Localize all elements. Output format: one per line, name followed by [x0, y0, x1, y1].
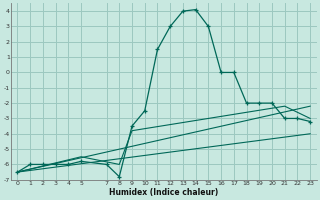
X-axis label: Humidex (Indice chaleur): Humidex (Indice chaleur)	[109, 188, 219, 197]
